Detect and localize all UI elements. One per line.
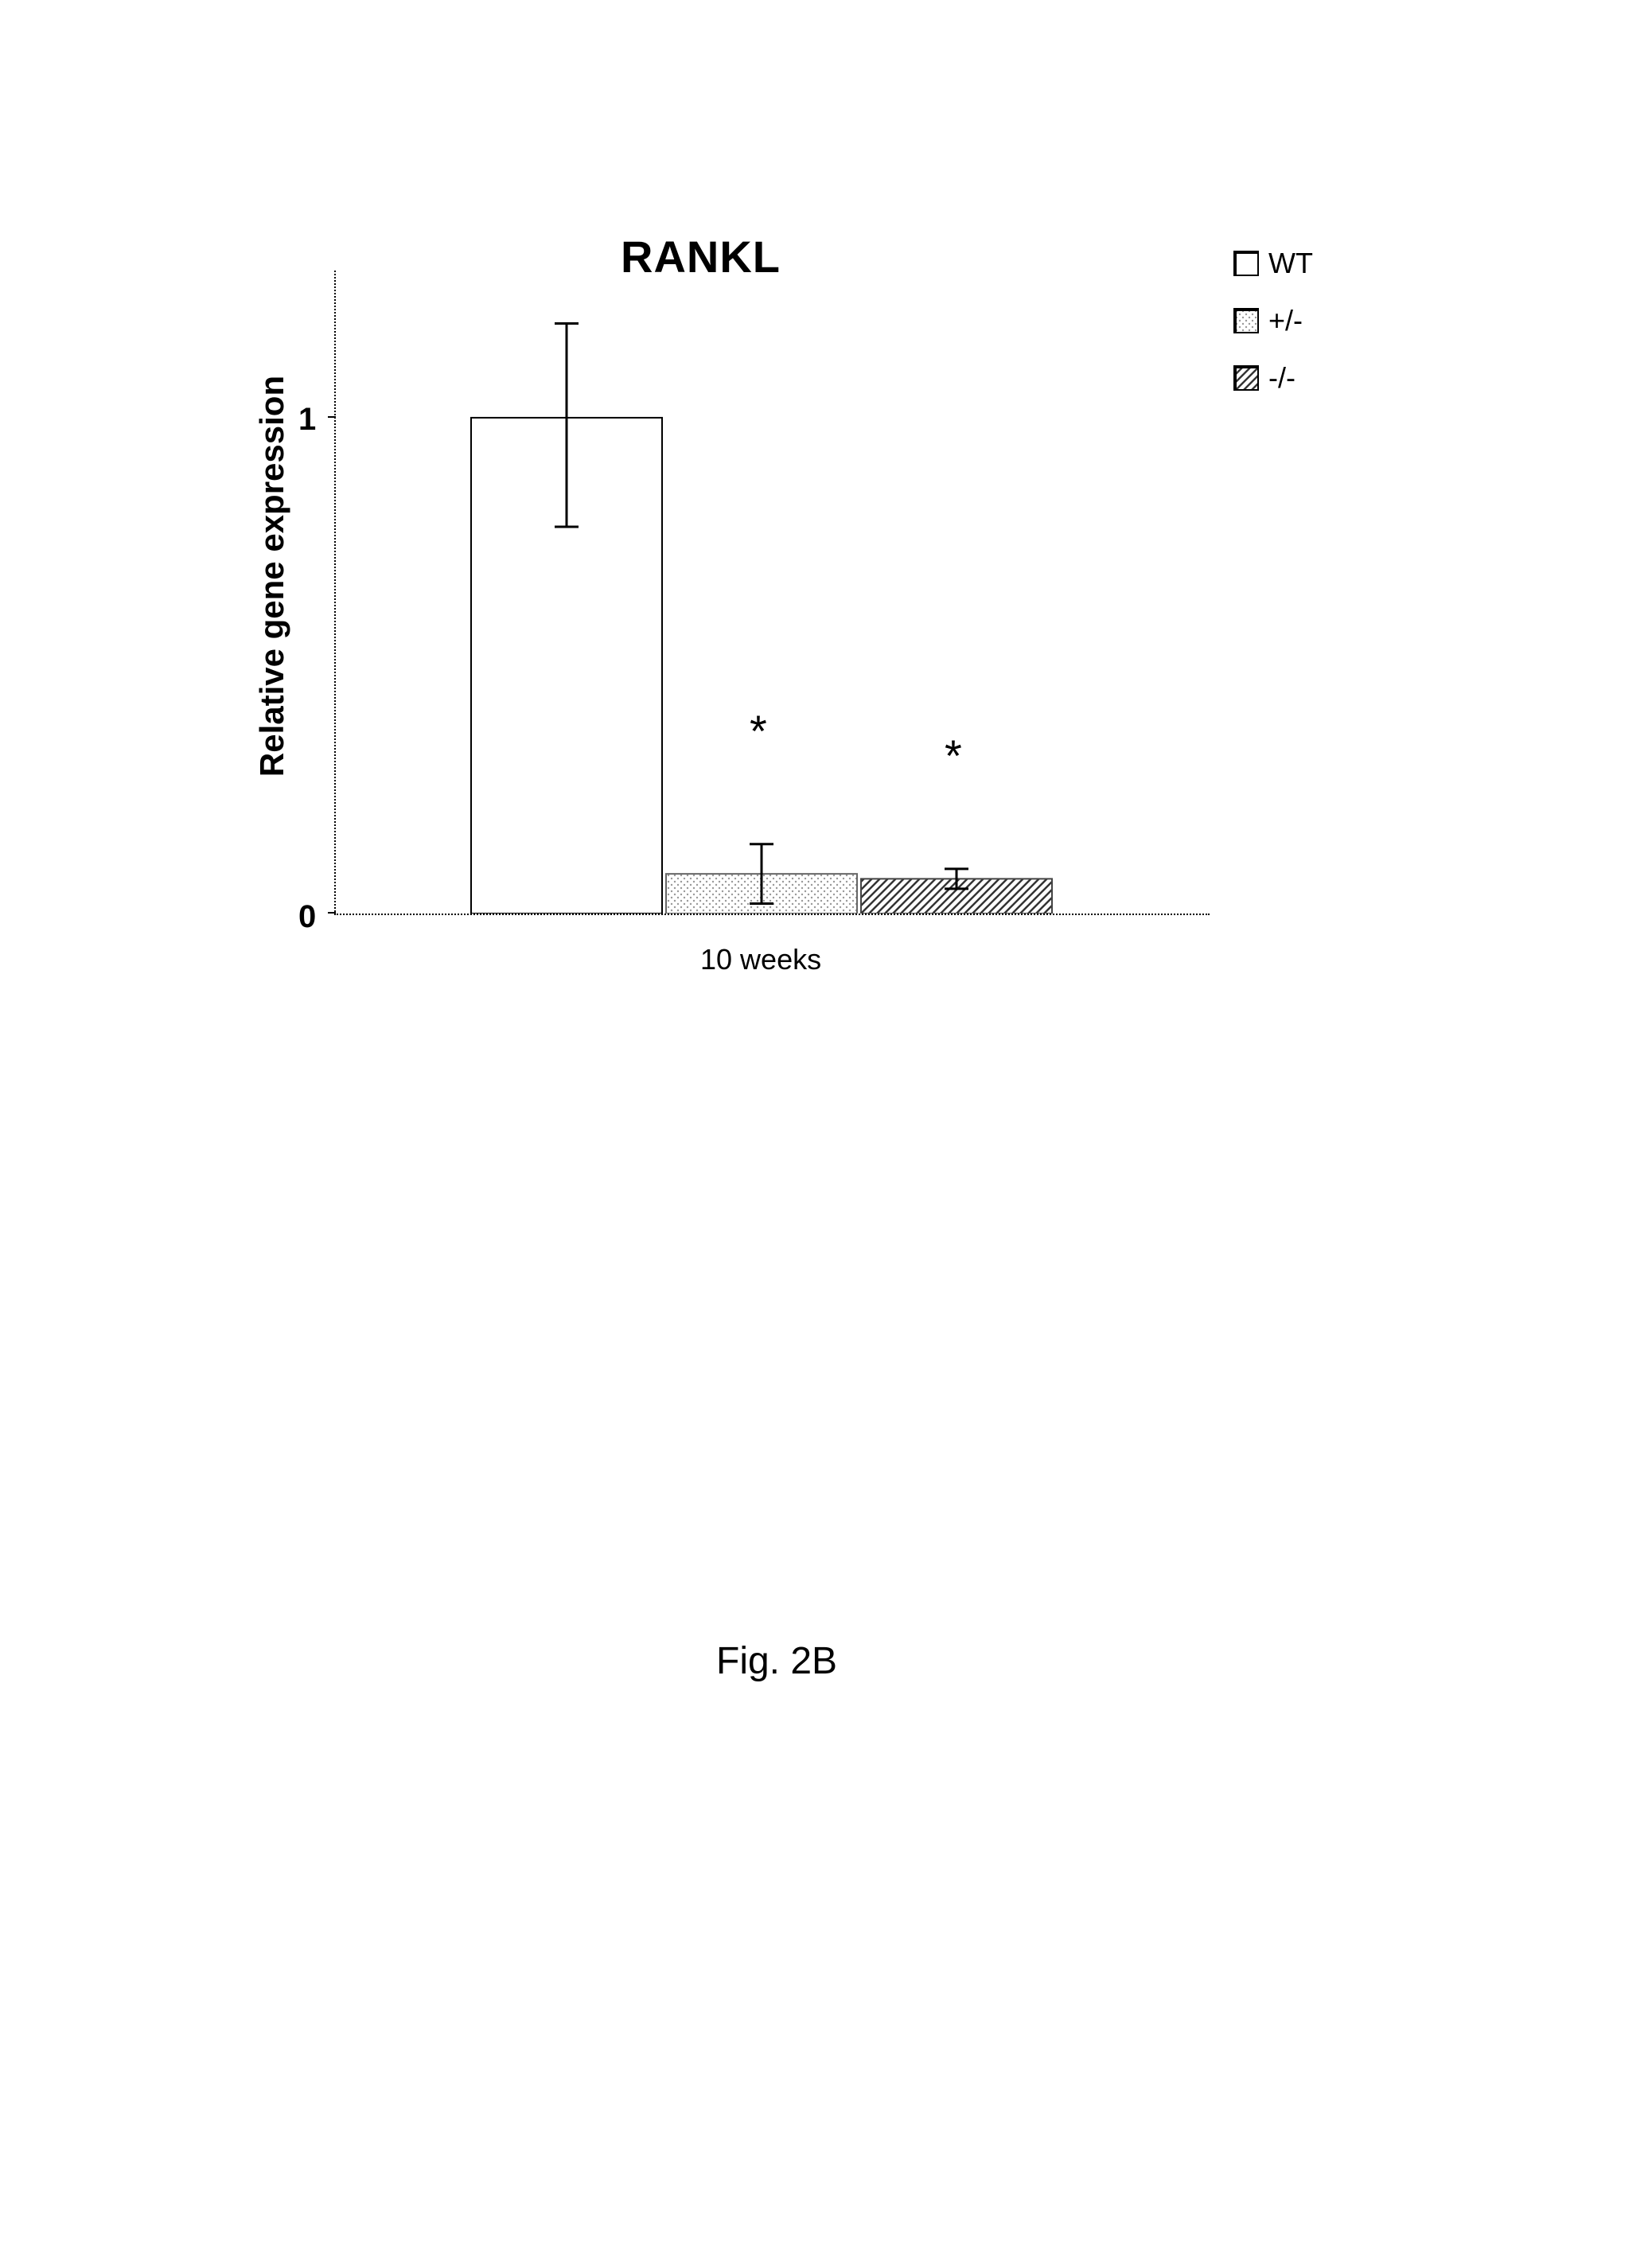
y-tick-mark	[328, 416, 336, 418]
x-axis-label: 10 weeks	[700, 943, 821, 976]
significance-marker: *	[750, 705, 767, 757]
legend-swatch-wt	[1233, 251, 1259, 276]
significance-marker: *	[945, 730, 962, 781]
legend-swatch-ko	[1233, 365, 1259, 391]
y-axis-label: Relative gene expression	[253, 376, 291, 777]
legend-label: -/-	[1268, 361, 1295, 395]
figure-caption: Fig. 2B	[716, 1639, 837, 1683]
legend-label: +/-	[1268, 304, 1303, 337]
y-tick-label: 1	[298, 402, 316, 438]
legend: WT +/- -/-	[1233, 247, 1313, 419]
legend-item-het: +/-	[1233, 304, 1313, 337]
legend-item-wt: WT	[1233, 247, 1313, 280]
legend-swatch-het	[1233, 308, 1259, 333]
bars-svg	[336, 269, 1211, 914]
y-tick-label: 0	[298, 899, 316, 935]
legend-label: WT	[1268, 247, 1313, 280]
legend-item-ko: -/-	[1233, 361, 1313, 395]
chart-container: RANKL Relative gene expression	[255, 223, 1448, 1098]
plot-area: * *	[334, 271, 1210, 915]
y-tick-mark	[328, 912, 336, 914]
